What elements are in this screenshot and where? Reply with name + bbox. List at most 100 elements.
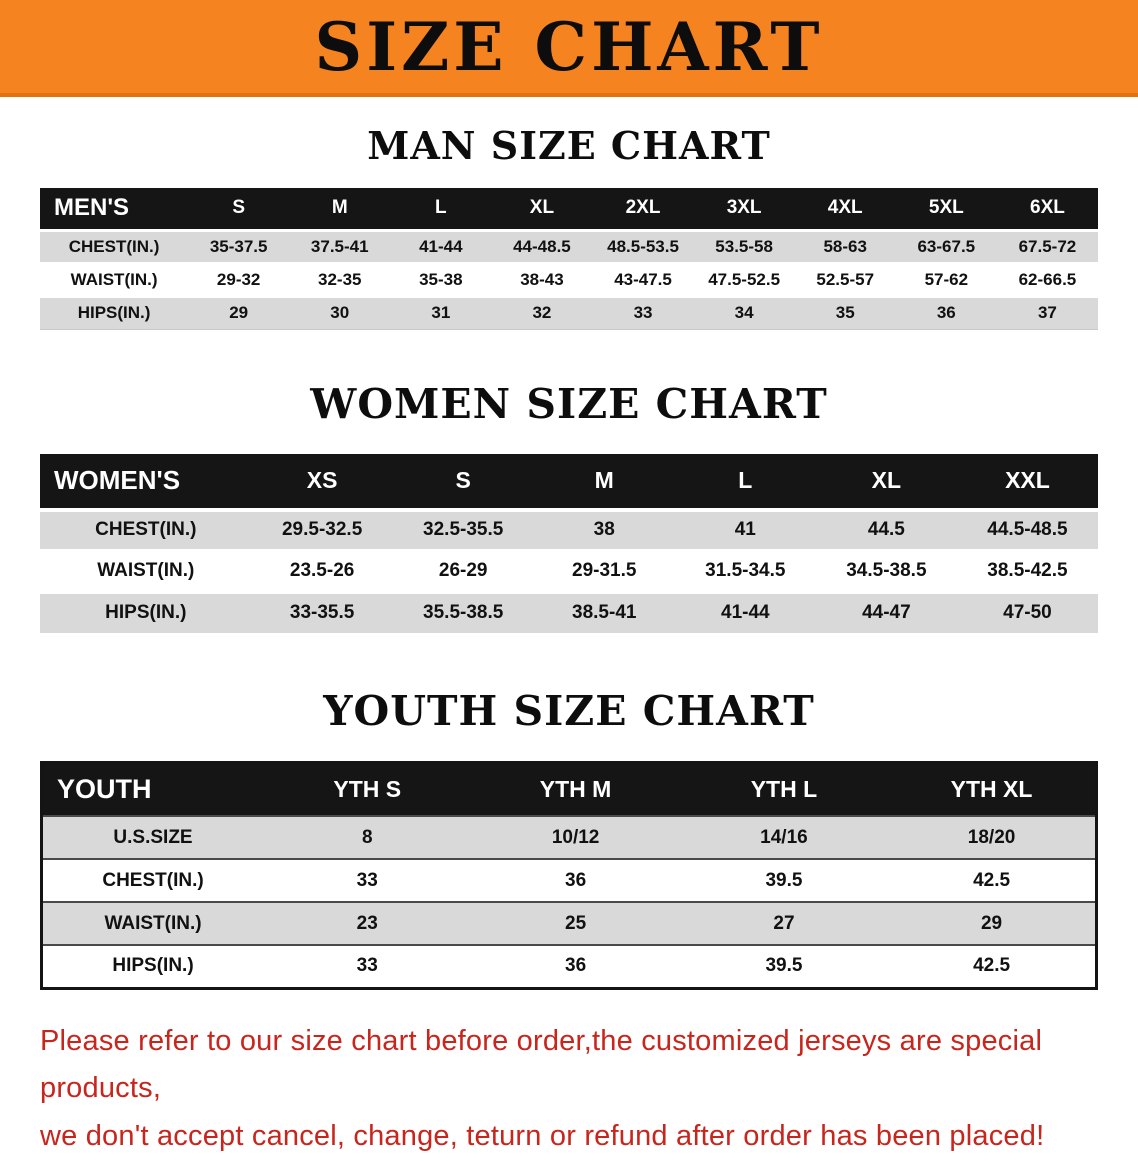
- measurement-cell: 35-38: [390, 263, 491, 296]
- measurement-cell: 31: [390, 296, 491, 329]
- measurement-cell: 27: [680, 902, 888, 945]
- measurement-cell: 33: [592, 296, 693, 329]
- measurement-cell: 38-43: [491, 263, 592, 296]
- measurement-cell: 33: [263, 945, 471, 988]
- measurement-cell: 32: [491, 296, 592, 329]
- measurement-cell: 38.5-42.5: [957, 551, 1098, 592]
- size-column-header: 2XL: [592, 188, 693, 230]
- measurement-cell: 57-62: [896, 263, 997, 296]
- measurement-cell: 38.5-41: [534, 592, 675, 633]
- measurement-cell: 23.5-26: [252, 551, 393, 592]
- measurement-cell: 41-44: [675, 592, 816, 633]
- measurement-cell: 14/16: [680, 816, 888, 859]
- measurement-row-label: WAIST(IN.): [40, 551, 252, 592]
- size-column-header: YTH L: [680, 762, 888, 816]
- size-column-header: S: [188, 188, 289, 230]
- measurement-cell: 36: [471, 859, 679, 902]
- measurement-row-label: WAIST(IN.): [42, 902, 264, 945]
- measurement-cell: 32.5-35.5: [393, 510, 534, 551]
- size-column-header: M: [534, 454, 675, 510]
- measurement-cell: 29: [188, 296, 289, 329]
- size-column-header: 4XL: [795, 188, 896, 230]
- measurement-cell: 41-44: [390, 230, 491, 263]
- page-title: SIZE CHART: [315, 14, 824, 80]
- measurement-cell: 36: [471, 945, 679, 988]
- size-column-header: 5XL: [896, 188, 997, 230]
- measurement-cell: 36: [896, 296, 997, 329]
- size-column-header: XL: [491, 188, 592, 230]
- measurement-cell: 34: [694, 296, 795, 329]
- measurement-cell: 26-29: [393, 551, 534, 592]
- measurement-cell: 33: [263, 859, 471, 902]
- measurement-row-label: CHEST(IN.): [42, 859, 264, 902]
- measurement-cell: 23: [263, 902, 471, 945]
- size-column-header: L: [675, 454, 816, 510]
- measurement-row-label: HIPS(IN.): [42, 945, 264, 988]
- measurement-cell: 67.5-72: [997, 230, 1098, 263]
- measurement-cell: 37.5-41: [289, 230, 390, 263]
- measurement-cell: 10/12: [471, 816, 679, 859]
- women-table-title-cell: WOMEN'S: [40, 454, 252, 510]
- footer-note: Please refer to our size chart before or…: [40, 1018, 1098, 1161]
- measurement-row-label: HIPS(IN.): [40, 592, 252, 633]
- measurement-cell: 39.5: [680, 945, 888, 988]
- measurement-cell: 29-31.5: [534, 551, 675, 592]
- measurement-cell: 32-35: [289, 263, 390, 296]
- measurement-cell: 44-48.5: [491, 230, 592, 263]
- youth-section-title: YOUTH SIZE CHART: [40, 687, 1098, 735]
- measurement-cell: 52.5-57: [795, 263, 896, 296]
- measurement-row-label: U.S.SIZE: [42, 816, 264, 859]
- measurement-cell: 35-37.5: [188, 230, 289, 263]
- measurement-cell: 42.5: [888, 945, 1096, 988]
- measurement-cell: 47-50: [957, 592, 1098, 633]
- measurement-cell: 35.5-38.5: [393, 592, 534, 633]
- measurement-cell: 29.5-32.5: [252, 510, 393, 551]
- measurement-cell: 30: [289, 296, 390, 329]
- measurement-cell: 31.5-34.5: [675, 551, 816, 592]
- measurement-cell: 53.5-58: [694, 230, 795, 263]
- measurement-cell: 48.5-53.5: [592, 230, 693, 263]
- measurement-cell: 29-32: [188, 263, 289, 296]
- measurement-cell: 25: [471, 902, 679, 945]
- measurement-row-label: HIPS(IN.): [40, 296, 188, 329]
- measurement-cell: 44.5: [816, 510, 957, 551]
- measurement-row-label: WAIST(IN.): [40, 263, 188, 296]
- measurement-row-label: CHEST(IN.): [40, 510, 252, 551]
- measurement-row-label: CHEST(IN.): [40, 230, 188, 263]
- measurement-cell: 58-63: [795, 230, 896, 263]
- banner: SIZE CHART: [0, 0, 1138, 97]
- measurement-cell: 63-67.5: [896, 230, 997, 263]
- size-column-header: XL: [816, 454, 957, 510]
- measurement-cell: 34.5-38.5: [816, 551, 957, 592]
- measurement-cell: 33-35.5: [252, 592, 393, 633]
- size-column-header: S: [393, 454, 534, 510]
- measurement-cell: 39.5: [680, 859, 888, 902]
- men-table-title-cell: MEN'S: [40, 188, 188, 230]
- measurement-cell: 43-47.5: [592, 263, 693, 296]
- size-column-header: YTH S: [263, 762, 471, 816]
- measurement-cell: 44.5-48.5: [957, 510, 1098, 551]
- note-line-1: Please refer to our size chart before or…: [40, 1018, 1098, 1114]
- measurement-cell: 44-47: [816, 592, 957, 633]
- note-line-2: we don't accept cancel, change, teturn o…: [40, 1113, 1098, 1161]
- size-column-header: YTH M: [471, 762, 679, 816]
- youth-table-title-cell: YOUTH: [42, 762, 264, 816]
- size-column-header: XS: [252, 454, 393, 510]
